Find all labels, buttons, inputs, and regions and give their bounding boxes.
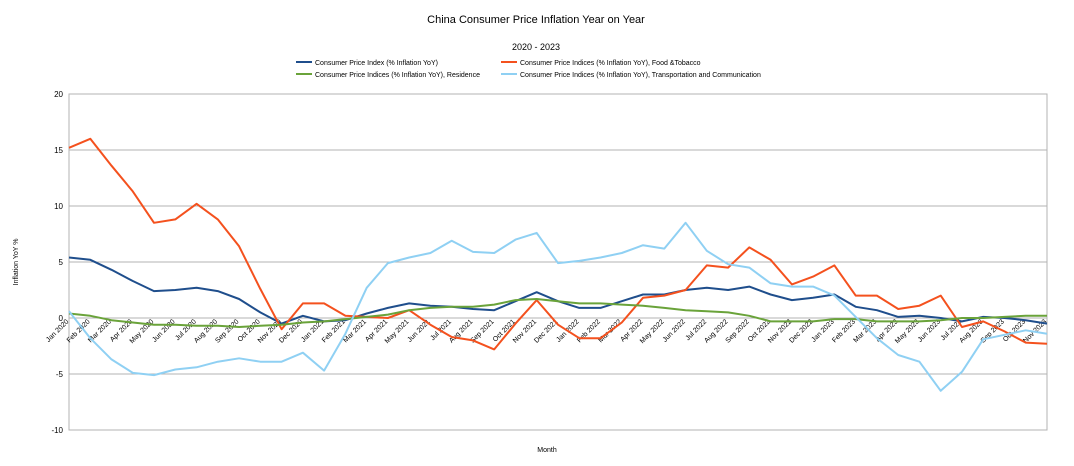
series-lines <box>68 137 1048 392</box>
y-tick-label: 0 <box>59 314 64 323</box>
x-tick-label: Sep 2022 <box>725 318 751 344</box>
y-tick-label: -5 <box>56 370 64 379</box>
y-tick-label: 20 <box>54 90 63 99</box>
legend: Consumer Price Index (% Inflation YoY) Co… <box>296 60 761 79</box>
y-tick-label: -10 <box>51 426 63 435</box>
x-tick-label: Jun 2022 <box>662 318 687 343</box>
legend-label-4: Consumer Price Indices (% Inflation YoY)… <box>520 72 761 79</box>
x-tick-label: Jun 2020 <box>151 318 176 343</box>
legend-label-3: Consumer Price Indices (% Inflation YoY)… <box>315 72 480 79</box>
x-tick-label: Mar 2020 <box>87 318 113 344</box>
series-line-1 <box>68 256 1048 325</box>
chart-subtitle: 2020 - 2023 <box>512 42 560 52</box>
y-tick-label: 5 <box>59 258 64 267</box>
chart-title: China Consumer Price Inflation Year on Y… <box>427 14 645 26</box>
series-line-4 <box>68 221 1048 392</box>
grid <box>68 93 1048 431</box>
legend-label-2: Consumer Price Indices (% Inflation YoY)… <box>520 60 701 67</box>
x-axis-label: Month <box>537 447 557 454</box>
y-axis-ticks: -10 -5 0 5 10 15 20 <box>51 90 63 435</box>
y-tick-label: 15 <box>54 146 63 155</box>
y-axis-label: Inflation YoY % <box>13 239 20 286</box>
series-line-2 <box>68 137 1048 351</box>
series-line-3 <box>68 298 1047 328</box>
y-tick-label: 10 <box>54 202 63 211</box>
x-tick-label: Mar 2023 <box>852 318 878 344</box>
legend-label-1: Consumer Price Index (% Inflation YoY) <box>315 60 438 67</box>
x-tick-label: Sep 2020 <box>214 318 240 344</box>
